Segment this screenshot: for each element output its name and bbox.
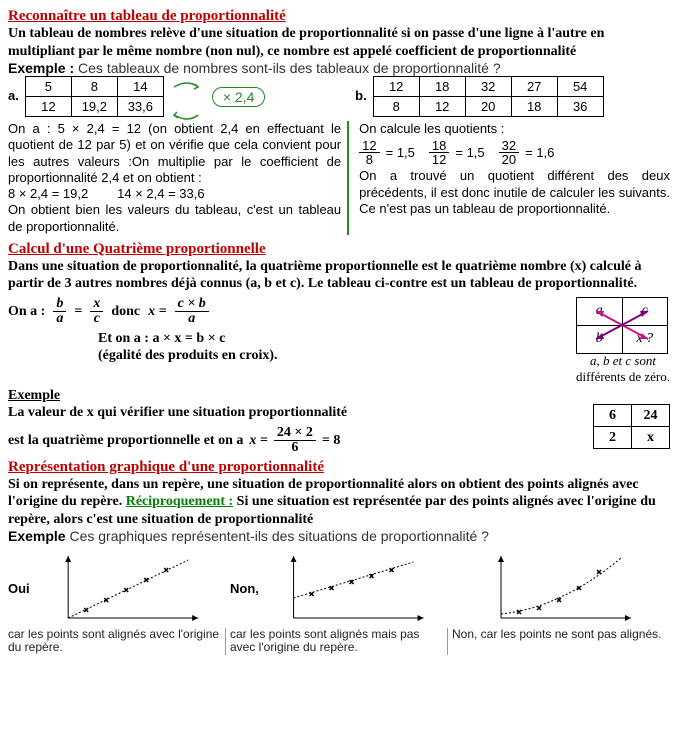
tb-r1c2: 18 <box>419 77 465 97</box>
g2-label: Non, <box>230 581 259 596</box>
q3-den: 20 <box>499 153 519 166</box>
tb-r2c2: 12 <box>419 97 465 117</box>
q2-num: 18 <box>429 139 449 153</box>
frac-cb: c × b <box>175 297 209 312</box>
q3-num: 32 <box>499 139 519 153</box>
section3-title: Représentation graphique d'une proportio… <box>8 459 670 476</box>
expl-a2: 8 × 2,4 = 19,2 14 × 2,4 = 33,6 <box>8 186 341 202</box>
exemple-text: Ces tableaux de nombres sont-ils des tab… <box>74 60 500 76</box>
section1-para: Un tableau de nombres relève d'une situa… <box>8 25 670 60</box>
mt-r2c2: x <box>632 427 670 449</box>
exemple-label: Exemple : <box>8 60 74 76</box>
graph3-icon <box>452 548 670 628</box>
expl-a2b: 14 × 2,4 = 33,6 <box>117 186 204 201</box>
ex-num: 24 × 2 <box>274 426 316 441</box>
expl-a2a: 8 × 2,4 = 19,2 <box>8 186 88 201</box>
graph-1: Oui car les points sont alignés avec l'o… <box>8 548 226 654</box>
eq-x: x = <box>148 303 166 321</box>
quotient-2: 1812 = 1,5 <box>429 139 485 166</box>
coef-bubble: × 2,4 <box>212 87 266 107</box>
frac-x: x <box>90 297 103 312</box>
frac-c: c <box>90 312 103 326</box>
q1-num: 12 <box>359 139 379 153</box>
frac-a2: a <box>175 312 209 326</box>
tb-r1c4: 27 <box>511 77 557 97</box>
g1-caption: car les points sont alignés avec l'origi… <box>8 628 226 654</box>
q3-res: = 1,6 <box>525 145 554 160</box>
tb-r1c3: 32 <box>465 77 511 97</box>
graph1-icon <box>30 548 226 628</box>
table-b: 12 18 32 27 54 8 12 20 18 36 <box>373 76 604 117</box>
cross-arrows-icon <box>576 297 668 353</box>
egalite: (égalité des produits en croix). <box>98 347 564 365</box>
cross-cap2: différents de zéro. <box>576 369 670 385</box>
g3-caption: Non, car les points ne sont pas alignés. <box>452 628 670 641</box>
q1-res: = 1,5 <box>386 145 415 160</box>
tb-r1c1: 12 <box>373 77 419 97</box>
graph-3: Non, car les points ne sont pas alignés. <box>452 548 670 641</box>
ona-label: On a : <box>8 303 45 321</box>
quotient-3: 3220 = 1,6 <box>499 139 555 166</box>
ta-r2c2: 19,2 <box>71 97 117 117</box>
label-a: a. <box>8 88 19 104</box>
tb-r2c4: 18 <box>511 97 557 117</box>
mt-r1c1: 6 <box>594 405 632 427</box>
arrow-icon <box>170 81 206 113</box>
mt-r1c2: 24 <box>632 405 670 427</box>
expl-b-head: On calcule les quotients : <box>359 121 670 137</box>
section1-exemple: Exemple : Ces tableaux de nombres sont-i… <box>8 60 670 76</box>
section2-title: Calcul d'une Quatrième proportionnelle <box>8 241 670 258</box>
cross-cap1: a, b et c sont <box>576 353 670 369</box>
mini-table: 6 24 2 x <box>593 404 670 449</box>
ex-line1: La valeur de x qui vérifier une situatio… <box>8 404 571 422</box>
ex-res: = 8 <box>322 432 340 450</box>
q2-den: 12 <box>429 153 449 166</box>
ta-r1c3: 14 <box>117 77 163 97</box>
quotient-1: 128 = 1,5 <box>359 139 415 166</box>
recip: Réciproquement : <box>126 494 233 509</box>
eq1: = <box>74 303 82 321</box>
section3-exemple: Exemple Ces graphiques représentent-ils … <box>8 528 670 544</box>
mt-r2c1: 2 <box>594 427 632 449</box>
graph2-icon <box>259 548 448 628</box>
expl-a3: On obtient bien les valeurs du tableau, … <box>8 202 341 235</box>
exemple2-label: Exemple <box>8 387 670 405</box>
ta-r1c2: 8 <box>71 77 117 97</box>
ta-r1c1: 5 <box>25 77 71 97</box>
q1-den: 8 <box>359 153 379 166</box>
tb-r1c5: 54 <box>557 77 603 97</box>
g2-caption: car les points sont alignés mais pas ave… <box>230 628 448 654</box>
tb-r2c3: 20 <box>465 97 511 117</box>
ex-eq-lhs: x = <box>249 432 267 450</box>
tb-r2c5: 36 <box>557 97 603 117</box>
ta-r2c3: 33,6 <box>117 97 163 117</box>
frac-a: a <box>53 312 66 326</box>
expl-b2: On a trouvé un quotient différent des de… <box>359 168 670 217</box>
q2-res: = 1,5 <box>455 145 484 160</box>
label-b: b. <box>355 88 367 104</box>
table-a: 5 8 14 12 19,2 33,6 <box>25 76 164 117</box>
ta-r2c1: 12 <box>25 97 71 117</box>
section1-title: Reconnaître un tableau de proportionnali… <box>8 8 670 25</box>
ex-line2a: est la quatrième proportionnelle et on a <box>8 432 243 450</box>
frac-b: b <box>53 297 66 312</box>
expl-a1: On a : 5 × 2,4 = 12 (on obtient 2,4 en e… <box>8 121 341 186</box>
etona: Et on a : a × x = b × c <box>98 330 564 348</box>
section3-para: Si on représente, dans un repère, une si… <box>8 476 670 529</box>
g1-label: Oui <box>8 581 30 596</box>
graph-2: Non, car les points sont alignés mais pa… <box>230 548 448 654</box>
tb-r2c1: 8 <box>373 97 419 117</box>
exemple3-label: Exemple <box>8 528 66 544</box>
exemple3-text: Ces graphiques représentent-ils des situ… <box>66 528 489 544</box>
ex-den: 6 <box>274 441 316 455</box>
cross-diagram: a c b x ? <box>576 297 668 353</box>
section2-para: Dans une situation de proportionnalité, … <box>8 258 670 293</box>
donc-label: donc <box>111 303 140 321</box>
